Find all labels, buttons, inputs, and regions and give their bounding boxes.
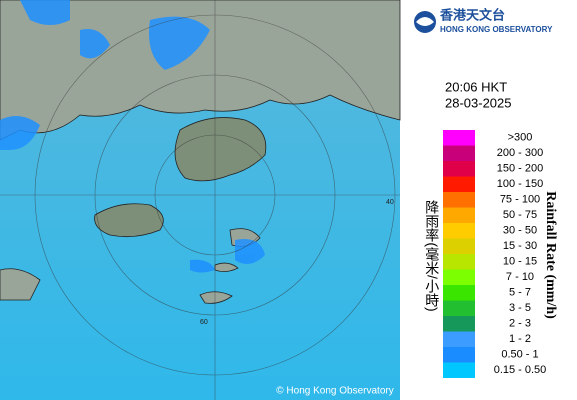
logo-chinese: 香港天文台 (439, 7, 505, 22)
legend-label: 7 - 10 (506, 271, 534, 283)
legend-label: 50 - 75 (503, 209, 537, 221)
copyright: © Hong Kong Observatory (276, 386, 393, 397)
legend-swatch (443, 285, 475, 301)
legend-swatch (443, 207, 475, 223)
legend-swatch (443, 161, 475, 177)
legend-swatch (443, 269, 475, 285)
legend-label: 5 - 7 (509, 287, 531, 299)
legend-swatch (443, 192, 475, 208)
legend-swatch (443, 254, 475, 270)
legend-label: 1 - 2 (509, 333, 531, 345)
legend-label: 10 - 15 (503, 256, 537, 268)
legend-label: 15 - 30 (503, 240, 537, 252)
legend-swatch (443, 347, 475, 363)
legend-label: 30 - 50 (503, 225, 537, 237)
logo: 香港天文台 HONG KONG OBSERVATORY (414, 7, 553, 34)
legend-label: 75 - 100 (500, 194, 540, 206)
legend-swatch (443, 362, 475, 378)
legend-label: 0.15 - 0.50 (494, 364, 547, 376)
legend-swatch (443, 145, 475, 161)
legend-swatch (443, 331, 475, 347)
time: 20:06 HKT (445, 79, 507, 94)
logo-english: HONG KONG OBSERVATORY (440, 25, 553, 34)
range-rings (0, 0, 400, 400)
rain-echoes (0, 0, 265, 273)
ring-label: 60 (200, 319, 208, 326)
legend-swatch (443, 130, 475, 146)
legend-label: 0.50 - 1 (501, 349, 538, 361)
legend-swatch (443, 223, 475, 239)
ring-label: 40 (386, 199, 394, 206)
logo-icon-detail (416, 17, 434, 26)
legend-label: >300 (508, 132, 533, 144)
date: 28-03-2025 (445, 95, 512, 110)
legend-swatch (443, 316, 475, 332)
legend-label: 150 - 200 (497, 163, 543, 175)
legend-title-chinese: 降雨率(毫米/小時) (424, 200, 440, 311)
legend-label: 200 - 300 (497, 147, 543, 159)
legend-title-english: Rainfall Rate (mm/h) (543, 191, 558, 319)
legend-swatch (443, 176, 475, 192)
legend-label: 100 - 150 (497, 178, 543, 190)
legend-label: 2 - 3 (509, 318, 531, 330)
legend-label: 3 - 5 (509, 302, 531, 314)
legend-swatch (443, 300, 475, 316)
legend-swatch (443, 238, 475, 254)
